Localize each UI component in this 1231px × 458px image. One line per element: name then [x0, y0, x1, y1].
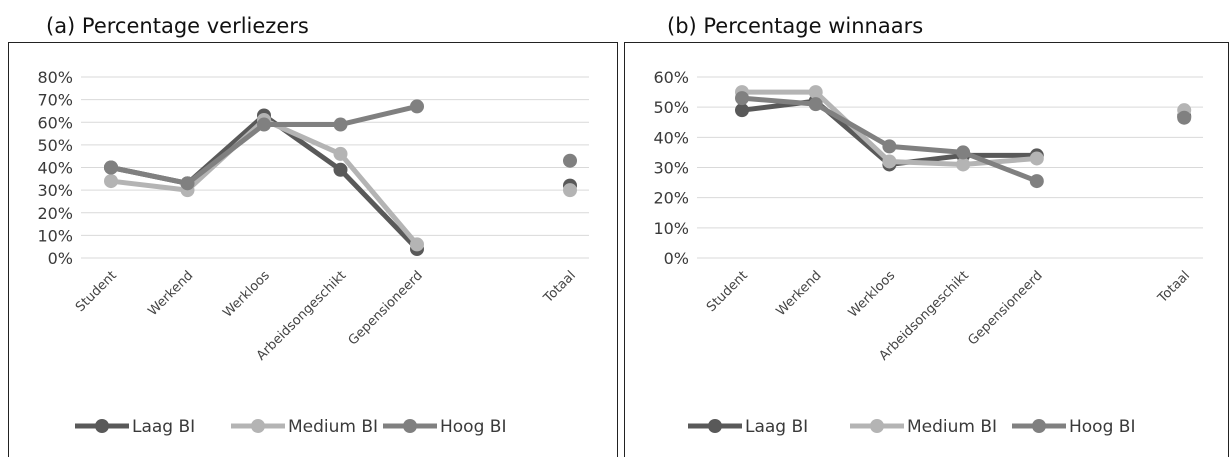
chart-b-ytick-label: 50%: [653, 98, 689, 117]
chart-a-series-medium-bi-point: [333, 146, 348, 161]
chart-b-series-hoog-bi-point: [1177, 110, 1192, 125]
chart-b-legend-medium-bi-swatch-marker: [870, 419, 884, 433]
chart-a-series-hoog-bi-point: [104, 160, 118, 175]
chart-a-ytick-label: 50%: [37, 136, 73, 155]
chart-a-series-hoog-bi-point: [257, 117, 271, 132]
chart-a-ytick-label: 80%: [37, 68, 73, 87]
chart-b-svg: 0% 10% 20% 30% 40% 50% 60% Student Werkend Werklo…: [653, 68, 1203, 437]
chart-b-title: (b) Percentage winnaars: [667, 14, 924, 38]
chart-b-category-label: Gepensioneerd: [965, 268, 1045, 348]
chart-b-legend-hoog-bi-swatch-marker: [1032, 419, 1046, 433]
chart-a-title: (a) Percentage verliezers: [46, 14, 309, 38]
chart-a-series-laag-bi-point: [333, 162, 348, 177]
chart-b-series-laag-bi-point: [735, 103, 749, 118]
chart-a-legend-hoog-bi-swatch-marker: [403, 419, 417, 433]
chart-a-series-medium-bi-point: [104, 174, 118, 189]
chart-a-ytick-label: 20%: [37, 204, 73, 223]
chart-a-ytick-label: 0%: [48, 249, 73, 268]
chart-b-series-medium-bi-point: [808, 85, 823, 100]
chart-b-series-hoog-bi-point: [808, 97, 823, 112]
chart-a-svg: 0% 10% 20% 30% 40% 50% 60% 70% 80% Student Werkend…: [37, 68, 589, 437]
chart-a-series-medium-bi-point: [410, 237, 424, 252]
chart-a-legend-laag-bi-label: Laag BI: [132, 417, 195, 437]
chart-a-series-hoog-bi-point: [410, 99, 424, 114]
chart-a-ytick-label: 70%: [37, 91, 73, 110]
chart-b-category-label: Werkend: [774, 268, 825, 319]
chart-b-series-medium-bi-point: [882, 154, 897, 169]
chart-b-legend-medium-bi-label: Medium BI: [907, 417, 997, 437]
chart-b-legend-hoog-bi-label: Hoog BI: [1069, 417, 1135, 437]
chart-b-ytick-label: 60%: [653, 68, 689, 87]
chart-a-series-hoog-bi-point: [563, 153, 577, 168]
chart-b-series-medium-bi-point: [956, 157, 971, 172]
chart-b-ytick-label: 0%: [664, 249, 689, 268]
chart-a-series-medium-bi-line: [108, 117, 420, 247]
chart-b-panel: 0% 10% 20% 30% 40% 50% 60% Student Werkend Werklo…: [624, 42, 1229, 457]
chart-b-series-hoog-bi-point: [1029, 174, 1044, 189]
chart-a-legend-hoog-bi-label: Hoog BI: [440, 417, 506, 437]
chart-b-category-label: Totaal: [1155, 268, 1193, 306]
chart-b-series-medium-bi-point: [1029, 151, 1044, 166]
chart-b-ytick-label: 20%: [653, 189, 689, 208]
chart-a-ytick-label: 10%: [37, 226, 73, 245]
chart-b-series-hoog-bi-point: [956, 145, 971, 160]
chart-a-series-hoog-bi-point: [333, 117, 348, 132]
chart-a-category-label: Student: [73, 268, 120, 315]
chart-b-category-label: Student: [704, 268, 751, 315]
chart-b-series-hoog-bi-point: [735, 91, 749, 106]
chart-a-ytick-label: 40%: [37, 159, 73, 178]
chart-a-ytick-label: 60%: [37, 113, 73, 132]
chart-b-legend-laag-bi-label: Laag BI: [745, 417, 808, 437]
chart-b-legend-laag-bi-swatch-marker: [708, 419, 722, 433]
chart-a-legend-laag-bi-swatch-marker: [95, 419, 109, 433]
chart-a-category-label: Gepensioneerd: [346, 268, 426, 348]
chart-a-category-label: Totaal: [540, 268, 578, 306]
chart-a-legend-medium-bi-label: Medium BI: [288, 417, 378, 437]
chart-a-ytick-label: 30%: [37, 181, 73, 200]
chart-a-series-laag-bi-line: [108, 112, 420, 252]
chart-a-category-label: Werkend: [145, 268, 196, 319]
chart-b-ytick-label: 10%: [653, 219, 689, 238]
chart-b-ytick-label: 40%: [653, 128, 689, 147]
chart-b-ytick-label: 30%: [653, 159, 689, 178]
chart-a-category-label: Werkloos: [220, 268, 273, 321]
chart-b-category-label: Werkloos: [846, 268, 899, 321]
chart-a-legend-medium-bi-swatch-marker: [251, 419, 265, 433]
chart-a-series-medium-bi-point: [563, 183, 577, 198]
chart-a-series-hoog-bi-point: [180, 176, 195, 191]
chart-b-series-hoog-bi-point: [882, 139, 897, 154]
chart-a-panel: 0% 10% 20% 30% 40% 50% 60% 70% 80% Student Werkend…: [8, 42, 618, 457]
